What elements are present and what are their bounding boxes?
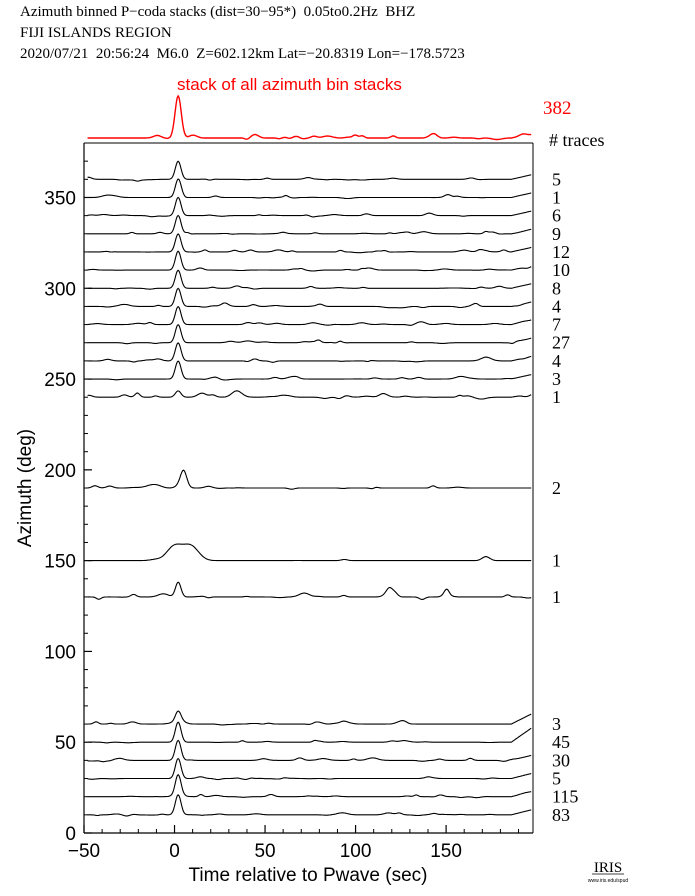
trace-az-360 (87, 160, 532, 182)
trace-count-az-260: 4 (552, 351, 561, 371)
traces-column-header: # traces (549, 130, 604, 150)
trace-count-az-300: 8 (552, 278, 561, 298)
trace-count-az-10: 83 (552, 805, 570, 825)
trace-az-270 (87, 323, 532, 345)
header-line-2: FIJI ISLANDS REGION (20, 25, 172, 41)
summary-stack-label: stack of all azimuth bin stacks (177, 75, 402, 94)
trace-az-300 (87, 269, 532, 290)
trace-az-350 (87, 178, 532, 200)
trace-az-320 (87, 233, 532, 254)
header-line-3: 2020/07/21 20:56:24 M6.0 Z=602.12km Lat=… (20, 46, 465, 62)
trace-az-310 (87, 250, 532, 272)
trace-az-40 (87, 739, 532, 763)
trace-count-az-130: 1 (552, 587, 561, 607)
trace-az-330 (87, 214, 532, 235)
summary-stack-trace (87, 94, 532, 141)
trace-count-az-280: 7 (552, 315, 561, 335)
trace-az-280 (87, 305, 532, 326)
trace-count-az-50: 45 (552, 732, 570, 752)
trace-az-20 (87, 773, 532, 799)
trace-az-190 (87, 469, 532, 490)
trace-count-az-350: 1 (552, 188, 561, 208)
x-tick-label: 150 (430, 841, 462, 862)
iris-logo-url: www.iris.edu/spud (588, 878, 629, 884)
x-tick-label: 100 (340, 841, 372, 862)
trace-az-150 (87, 543, 532, 562)
y-tick-label: 50 (55, 733, 76, 754)
y-axis: 0 50 100 150 200 250 300 350 Azimuth (deg) (15, 160, 92, 845)
trace-az-60 (87, 710, 532, 726)
trace-az-30 (87, 757, 532, 781)
y-tick-label: 0 (65, 824, 76, 845)
trace-count-az-290: 4 (552, 296, 561, 316)
trace-count-az-330: 9 (552, 224, 561, 244)
y-tick-label: 300 (44, 279, 76, 300)
trace-az-10 (87, 794, 532, 817)
trace-count-az-270: 27 (552, 333, 570, 353)
y-tick-label: 150 (44, 552, 76, 573)
x-tick-label: 0 (169, 841, 180, 862)
x-tick-label: −50 (68, 841, 100, 862)
trace-count-az-360: 5 (552, 169, 561, 189)
y-tick-label: 350 (44, 188, 76, 209)
trace-count-az-310: 10 (552, 260, 570, 280)
trace-az-240 (87, 390, 532, 400)
trace-count-az-150: 1 (552, 551, 561, 571)
trace-count-az-190: 2 (552, 478, 561, 498)
trace-count-az-250: 3 (552, 369, 561, 389)
trace-count-az-30: 5 (552, 769, 561, 789)
total-trace-count: 382 (543, 98, 572, 119)
header-line-1: Azimuth binned P−coda stacks (dist=30−95… (20, 4, 416, 20)
trace-az-250 (87, 360, 532, 381)
iris-logo-text: IRIS (594, 860, 622, 876)
trace-count-az-20: 115 (552, 787, 578, 807)
header: Azimuth binned P−coda stacks (dist=30−95… (20, 2, 465, 65)
trace-az-260 (87, 342, 532, 363)
x-axis-label: Time relative to Pwave (sec) (189, 865, 428, 886)
trace-az-50 (87, 721, 532, 744)
y-axis-label: Azimuth (deg) (15, 429, 36, 547)
y-tick-label: 100 (44, 642, 76, 663)
summary-stack-panel: stack of all azimuth bin stacks 382 # trac… (87, 75, 604, 150)
trace-az-340 (87, 196, 532, 218)
trace-az-290 (87, 287, 532, 309)
trace-count-az-60: 3 (552, 714, 561, 734)
trace-count-az-240: 1 (552, 387, 561, 407)
trace-count-az-320: 12 (552, 242, 570, 262)
trace-count-az-40: 30 (552, 750, 570, 770)
y-tick-label: 250 (44, 370, 76, 391)
trace-az-130 (87, 581, 532, 600)
trace-group (87, 160, 532, 817)
x-tick-label: 50 (254, 841, 275, 862)
iris-logo: IRIS www.iris.edu/spud (588, 860, 629, 884)
trace-count-az-340: 6 (552, 206, 561, 226)
y-tick-label: 200 (44, 461, 76, 482)
